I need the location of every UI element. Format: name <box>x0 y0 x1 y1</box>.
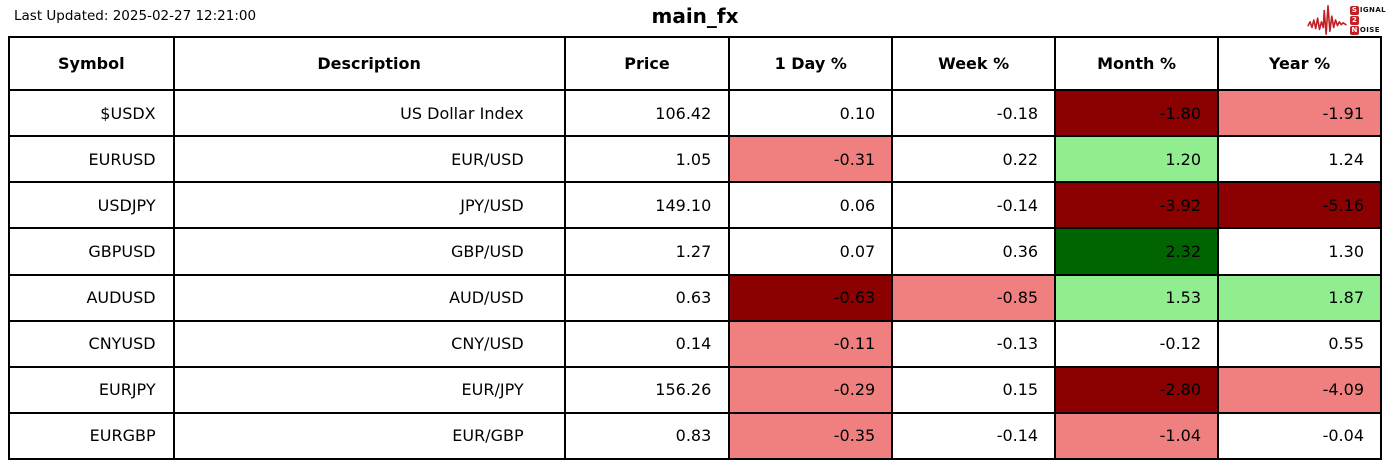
logo-badge-2: 2 <box>1349 15 1359 25</box>
column-header-description: Description <box>172 36 566 91</box>
pct-cell: 0.07 <box>728 227 894 276</box>
description-cell: JPY/USD <box>172 181 566 230</box>
column-header-symbol: Symbol <box>8 36 175 91</box>
symbol-cell: GBPUSD <box>8 227 175 276</box>
table-row: EURJPY EUR/JPY 156.26 -0.29 0.15 -2.80 -4.09 <box>8 365 1382 414</box>
fx-table-container: Symbol Description Price 1 Day % Week % Month… <box>8 36 1382 461</box>
pct-cell: -1.91 <box>1217 88 1382 138</box>
logo-badge-n: N <box>1349 25 1359 35</box>
pct-cell: 2.32 <box>1054 227 1220 276</box>
description-cell: CNY/USD <box>172 319 566 368</box>
symbol-cell: AUDUSD <box>8 273 175 322</box>
table-row: GBPUSD GBP/USD 1.27 0.07 0.36 2.32 1.30 <box>8 227 1382 276</box>
price-cell: 149.10 <box>563 181 731 230</box>
logo-line-2: 2 <box>1349 15 1386 25</box>
pct-cell: -3.92 <box>1054 181 1220 230</box>
logo-badge-s: S <box>1349 5 1359 15</box>
pct-cell: 1.30 <box>1217 227 1382 276</box>
symbol-cell: $USDX <box>8 88 175 138</box>
symbol-cell: USDJPY <box>8 181 175 230</box>
symbol-cell: EURJPY <box>8 365 175 414</box>
pct-cell: 0.36 <box>891 227 1057 276</box>
column-header-week: Week % <box>891 36 1057 91</box>
price-cell: 1.05 <box>563 135 731 184</box>
column-header-1-day: 1 Day % <box>728 36 894 91</box>
pct-cell: -0.13 <box>891 319 1057 368</box>
header-row: Symbol Description Price 1 Day % Week % Month… <box>8 36 1382 91</box>
logo-line-signal: S IGNAL <box>1349 5 1386 15</box>
pct-cell: -2.80 <box>1054 365 1220 414</box>
symbol-cell: EURUSD <box>8 135 175 184</box>
description-cell: EUR/USD <box>172 135 566 184</box>
pct-cell: -0.35 <box>728 411 894 461</box>
pct-cell: -0.14 <box>891 181 1057 230</box>
pct-cell: -0.85 <box>891 273 1057 322</box>
pct-cell: -1.04 <box>1054 411 1220 461</box>
table-row: EURGBP EUR/GBP 0.83 -0.35 -0.14 -1.04 -0.04 <box>8 411 1382 461</box>
pct-cell: -0.11 <box>728 319 894 368</box>
pct-cell: 1.53 <box>1054 273 1220 322</box>
pct-cell: -0.12 <box>1054 319 1220 368</box>
table-row: USDJPY JPY/USD 149.10 0.06 -0.14 -3.92 -5.16 <box>8 181 1382 230</box>
pct-cell: -5.16 <box>1217 181 1382 230</box>
description-cell: EUR/JPY <box>172 365 566 414</box>
pct-cell: 1.20 <box>1054 135 1220 184</box>
page-title: main_fx <box>651 4 739 28</box>
symbol-cell: EURGBP <box>8 411 175 461</box>
column-header-year: Year % <box>1217 36 1382 91</box>
pct-cell: -0.18 <box>891 88 1057 138</box>
symbol-cell: CNYUSD <box>8 319 175 368</box>
pct-cell: -0.63 <box>728 273 894 322</box>
table-row: CNYUSD CNY/USD 0.14 -0.11 -0.13 -0.12 0.55 <box>8 319 1382 368</box>
price-cell: 156.26 <box>563 365 731 414</box>
description-cell: AUD/USD <box>172 273 566 322</box>
description-cell: EUR/GBP <box>172 411 566 461</box>
price-cell: 0.14 <box>563 319 731 368</box>
pct-cell: -0.31 <box>728 135 894 184</box>
waveform-icon <box>1307 3 1349 37</box>
column-header-month: Month % <box>1054 36 1220 91</box>
pct-cell: 0.15 <box>891 365 1057 414</box>
column-header-price: Price <box>563 36 731 91</box>
price-cell: 106.42 <box>563 88 731 138</box>
pct-cell: -0.14 <box>891 411 1057 461</box>
table-body: $USDX US Dollar Index 106.42 0.10 -0.18 -1.80… <box>8 88 1382 461</box>
pct-cell: 1.87 <box>1217 273 1382 322</box>
signal2noise-logo: S IGNAL 2 N OISE <box>1307 1 1386 39</box>
pct-cell: 0.22 <box>891 135 1057 184</box>
pct-cell: -0.29 <box>728 365 894 414</box>
price-cell: 1.27 <box>563 227 731 276</box>
description-cell: US Dollar Index <box>172 88 566 138</box>
fx-table: Symbol Description Price 1 Day % Week % Month… <box>8 36 1382 461</box>
price-cell: 0.83 <box>563 411 731 461</box>
pct-cell: -1.80 <box>1054 88 1220 138</box>
pct-cell: 0.55 <box>1217 319 1382 368</box>
logo-signal-label: IGNAL <box>1359 5 1386 14</box>
logo-text: S IGNAL 2 N OISE <box>1349 5 1386 35</box>
pct-cell: -0.04 <box>1217 411 1382 461</box>
pct-cell: 0.10 <box>728 88 894 138</box>
price-cell: 0.63 <box>563 273 731 322</box>
logo-noise-label: OISE <box>1359 25 1380 34</box>
table-row: EURUSD EUR/USD 1.05 -0.31 0.22 1.20 1.24 <box>8 135 1382 184</box>
pct-cell: 0.06 <box>728 181 894 230</box>
pct-cell: 1.24 <box>1217 135 1382 184</box>
table-row: AUDUSD AUD/USD 0.63 -0.63 -0.85 1.53 1.87 <box>8 273 1382 322</box>
last-updated-label: Last Updated: 2025-02-27 12:21:00 <box>14 8 257 24</box>
logo-line-noise: N OISE <box>1349 25 1386 35</box>
pct-cell: -4.09 <box>1217 365 1382 414</box>
description-cell: GBP/USD <box>172 227 566 276</box>
table-row: $USDX US Dollar Index 106.42 0.10 -0.18 -1.80… <box>8 88 1382 138</box>
